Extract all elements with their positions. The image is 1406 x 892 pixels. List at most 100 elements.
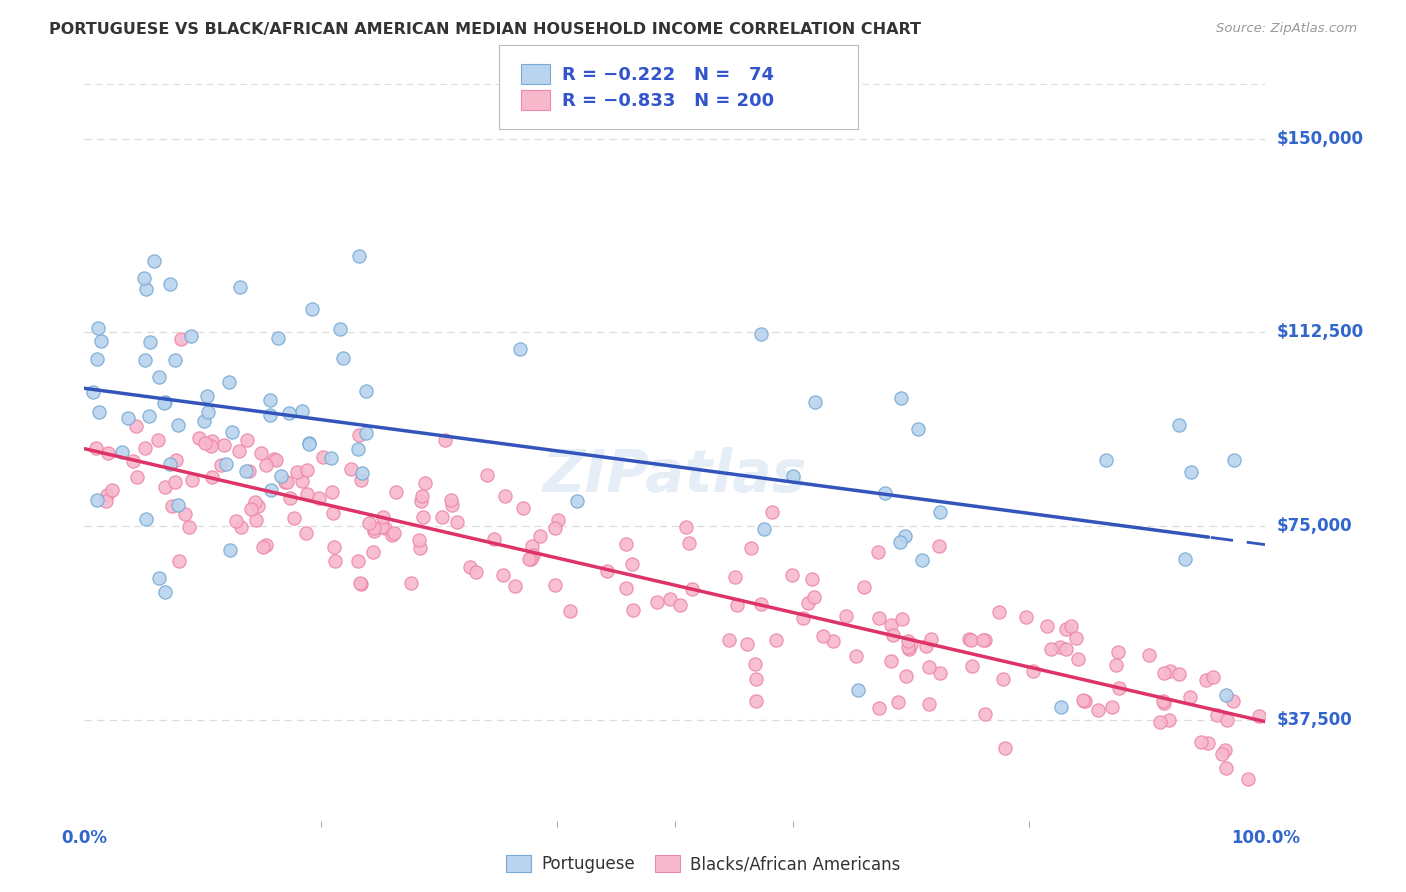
Point (1067, 651, 1090, 665)
Point (374, 520, 396, 534)
Point (373, 510, 395, 524)
Point (1015, 610, 1038, 624)
Point (295, 487, 318, 501)
Point (347, 249, 370, 263)
Point (165, 475, 187, 489)
Point (86, 321, 108, 335)
Point (170, 332, 193, 346)
Text: Source: ZipAtlas.com: Source: ZipAtlas.com (1216, 22, 1357, 36)
Point (84, 442, 107, 456)
Point (880, 654, 903, 668)
Point (415, 476, 437, 491)
Point (959, 632, 981, 647)
Point (1095, 452, 1118, 467)
Point (544, 521, 567, 535)
Point (246, 499, 269, 513)
Point (163, 353, 186, 368)
Text: $75,000: $75,000 (1277, 517, 1353, 535)
Point (135, 282, 157, 296)
Point (972, 632, 994, 647)
Point (1105, 657, 1128, 672)
Point (301, 302, 323, 317)
Point (509, 342, 531, 356)
Point (332, 351, 354, 366)
Point (86, 493, 108, 508)
Point (245, 513, 267, 527)
Point (658, 592, 681, 607)
Point (166, 498, 188, 512)
Point (278, 406, 301, 420)
Point (1222, 694, 1244, 708)
Point (897, 640, 920, 654)
Point (1107, 645, 1129, 659)
Point (111, 445, 134, 459)
Point (298, 436, 321, 450)
Point (254, 458, 277, 472)
Point (382, 526, 405, 541)
Point (821, 634, 844, 648)
Point (900, 637, 922, 651)
Point (875, 486, 897, 500)
Point (744, 657, 766, 671)
Point (285, 466, 308, 480)
Point (323, 541, 346, 555)
Point (193, 413, 215, 427)
Point (544, 578, 567, 592)
Point (238, 464, 260, 478)
Point (1149, 715, 1171, 730)
Point (1035, 619, 1057, 633)
Point (291, 474, 314, 488)
Point (890, 612, 912, 626)
Point (620, 558, 643, 572)
Point (245, 495, 267, 509)
Point (167, 418, 190, 433)
Point (371, 520, 394, 534)
Point (122, 454, 145, 468)
Text: PORTUGUESE VS BLACK/AFRICAN AMERICAN MEDIAN HOUSEHOLD INCOME CORRELATION CHART: PORTUGUESE VS BLACK/AFRICAN AMERICAN MED… (49, 22, 921, 37)
Point (1202, 670, 1225, 684)
Point (749, 597, 772, 611)
Point (1049, 640, 1071, 655)
Point (132, 271, 155, 285)
Point (117, 411, 139, 425)
Point (363, 524, 385, 539)
Point (1215, 689, 1237, 703)
Point (165, 452, 187, 467)
Point (749, 327, 772, 342)
Point (907, 422, 929, 436)
Point (911, 552, 934, 566)
Point (920, 632, 942, 647)
Point (735, 637, 758, 651)
Point (1050, 700, 1073, 714)
Point (354, 425, 377, 440)
Point (745, 694, 768, 708)
Point (898, 642, 921, 657)
Point (349, 575, 371, 590)
Point (835, 609, 858, 624)
Point (1223, 453, 1246, 467)
Point (491, 568, 513, 582)
Point (1159, 664, 1181, 678)
Point (340, 461, 363, 475)
Point (200, 439, 222, 453)
Point (678, 536, 700, 550)
Point (1215, 743, 1237, 757)
Point (522, 548, 544, 562)
Point (868, 700, 890, 714)
Point (347, 428, 370, 442)
Point (1153, 665, 1175, 680)
Point (1206, 707, 1229, 722)
Point (283, 511, 305, 525)
Point (259, 409, 281, 423)
Point (96, 488, 118, 502)
Point (229, 280, 252, 294)
Point (800, 572, 823, 586)
Point (973, 633, 995, 648)
Point (446, 515, 468, 529)
Point (127, 470, 149, 484)
Point (482, 533, 505, 547)
Point (135, 512, 157, 526)
Point (412, 509, 434, 524)
Point (782, 468, 804, 483)
Point (86, 352, 108, 367)
